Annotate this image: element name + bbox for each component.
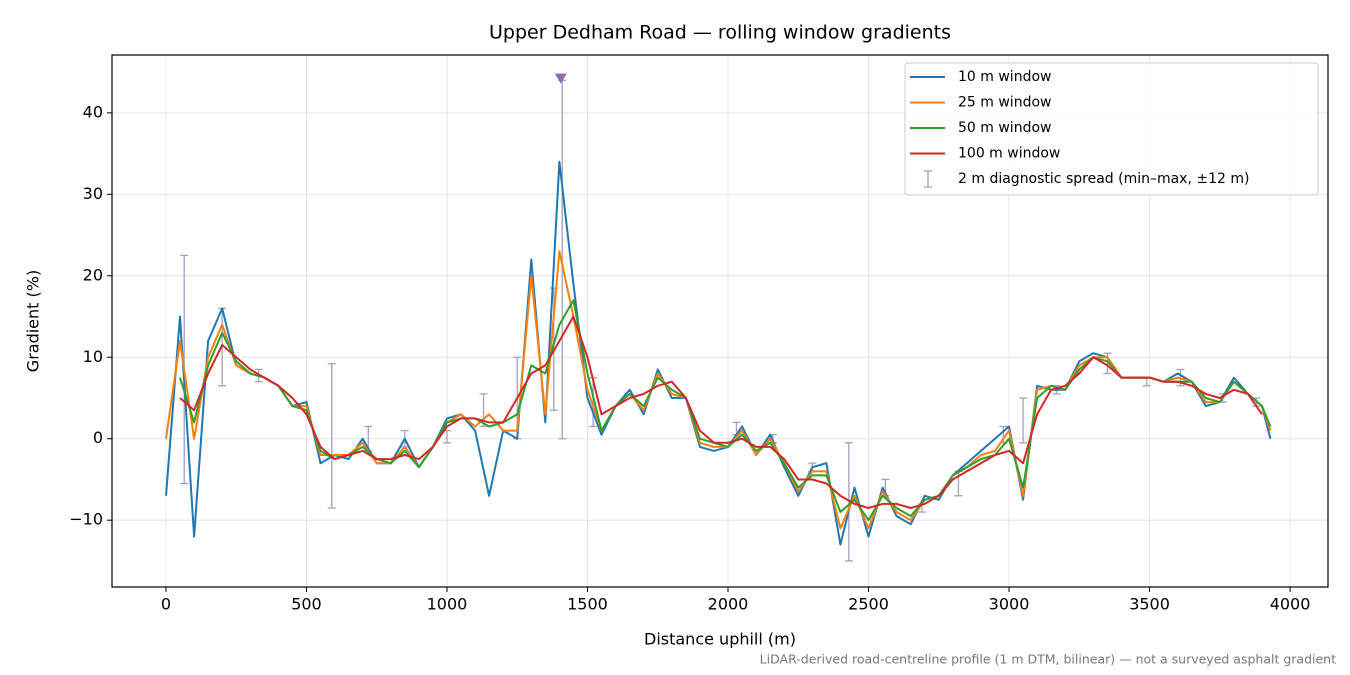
y-tick-label: 30 — [83, 184, 103, 203]
legend-label: 50 m window — [958, 120, 1051, 136]
y-tick-label: 20 — [83, 265, 103, 284]
plot-frame — [111, 54, 1329, 588]
series-line — [179, 299, 1272, 522]
footnote: LiDAR-derived road-centreline profile (1… — [760, 652, 1336, 667]
y-tick-label: 0 — [93, 428, 103, 447]
legend-label: 10 m window — [958, 69, 1051, 85]
legend-label: 100 m window — [958, 146, 1060, 162]
x-tick-label: 4000 — [1270, 595, 1311, 614]
x-tick-label: 2500 — [848, 595, 889, 614]
x-tick-label: 3000 — [989, 595, 1030, 614]
x-tick-label: 1000 — [427, 595, 468, 614]
x-tick-label: 500 — [291, 595, 322, 614]
x-tick-label: 3500 — [1129, 595, 1170, 614]
legend-label: 2 m diagnostic spread (min–max, ±12 m) — [958, 171, 1249, 187]
outlier-marker — [554, 73, 567, 84]
legend-box — [904, 62, 1319, 196]
y-axis-label: Gradient (%) — [24, 270, 43, 372]
legend-label: 25 m window — [958, 95, 1051, 111]
x-tick-label: 1500 — [567, 595, 608, 614]
series-line — [179, 315, 1263, 509]
x-tick-label: 2000 — [708, 595, 749, 614]
x-axis-label: Distance uphill (m) — [644, 630, 796, 649]
y-tick-label: 10 — [83, 347, 103, 366]
y-tick-label: −10 — [69, 510, 103, 529]
x-tick-label: 0 — [161, 595, 171, 614]
chart-title: Upper Dedham Road — rolling window gradi… — [489, 22, 951, 44]
series-line — [165, 160, 1272, 546]
y-tick-label: 40 — [83, 102, 103, 121]
